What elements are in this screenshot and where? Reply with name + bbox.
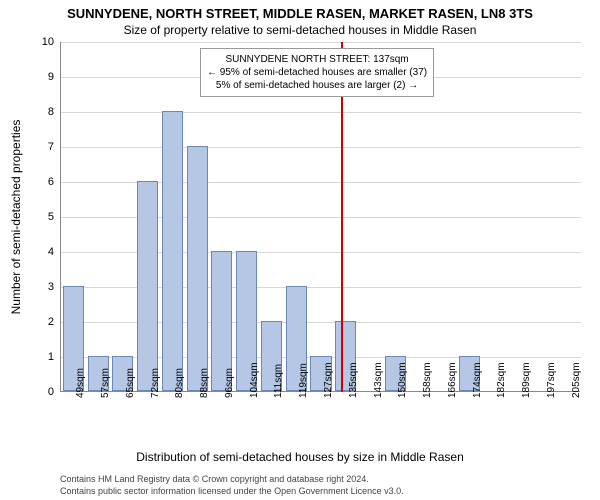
gridline xyxy=(61,42,581,43)
bar xyxy=(162,111,183,391)
x-tick-label: 127sqm xyxy=(323,362,334,398)
x-tick-label: 96sqm xyxy=(224,368,235,398)
x-tick-label: 158sqm xyxy=(422,362,433,398)
annotation-line: SUNNYDENE NORTH STREET: 137sqm xyxy=(207,53,427,66)
bar xyxy=(137,181,158,391)
x-axis-label: Distribution of semi-detached houses by … xyxy=(0,450,600,464)
x-tick-label: 57sqm xyxy=(100,368,111,398)
x-tick-label: 150sqm xyxy=(397,362,408,398)
x-tick-label: 205sqm xyxy=(571,362,582,398)
y-tick-label: 2 xyxy=(24,316,54,328)
x-tick-label: 197sqm xyxy=(546,362,557,398)
annotation-line: ← 95% of semi-detached houses are smalle… xyxy=(207,66,427,79)
y-tick-label: 1 xyxy=(24,351,54,363)
x-tick-label: 119sqm xyxy=(298,363,309,398)
x-tick-label: 72sqm xyxy=(150,368,161,398)
y-tick-label: 6 xyxy=(24,176,54,188)
reference-annotation: SUNNYDENE NORTH STREET: 137sqm← 95% of s… xyxy=(200,48,434,97)
x-tick-label: 104sqm xyxy=(249,362,260,398)
x-tick-label: 182sqm xyxy=(496,362,507,398)
y-tick-label: 3 xyxy=(24,281,54,293)
x-tick-label: 174sqm xyxy=(472,362,483,398)
y-tick-label: 10 xyxy=(24,36,54,48)
bar xyxy=(187,146,208,391)
annotation-line: 5% of semi-detached houses are larger (2… xyxy=(207,79,427,92)
gridline xyxy=(61,112,581,113)
y-tick-label: 4 xyxy=(24,246,54,258)
x-tick-label: 143sqm xyxy=(373,362,384,398)
chart-title-sub: Size of property relative to semi-detach… xyxy=(0,21,600,37)
footer-copyright-2: Contains public sector information licen… xyxy=(60,486,404,496)
y-tick-label: 7 xyxy=(24,141,54,153)
chart-title-main: SUNNYDENE, NORTH STREET, MIDDLE RASEN, M… xyxy=(0,0,600,21)
x-tick-label: 88sqm xyxy=(199,368,210,398)
y-tick-label: 5 xyxy=(24,211,54,223)
x-tick-label: 80sqm xyxy=(174,368,185,398)
x-tick-label: 65sqm xyxy=(125,368,136,398)
y-axis-label: Number of semi-detached properties xyxy=(9,120,23,315)
x-tick-label: 189sqm xyxy=(521,362,532,398)
x-tick-label: 166sqm xyxy=(447,362,458,398)
x-tick-label: 49sqm xyxy=(75,368,86,398)
x-tick-label: 111sqm xyxy=(273,364,284,398)
gridline xyxy=(61,147,581,148)
x-tick-label: 135sqm xyxy=(348,362,359,398)
footer-copyright-1: Contains HM Land Registry data © Crown c… xyxy=(60,474,369,484)
y-tick-label: 0 xyxy=(24,386,54,398)
chart-area: Number of semi-detached properties SUNNY… xyxy=(60,42,580,392)
y-tick-label: 9 xyxy=(24,71,54,83)
y-tick-label: 8 xyxy=(24,106,54,118)
